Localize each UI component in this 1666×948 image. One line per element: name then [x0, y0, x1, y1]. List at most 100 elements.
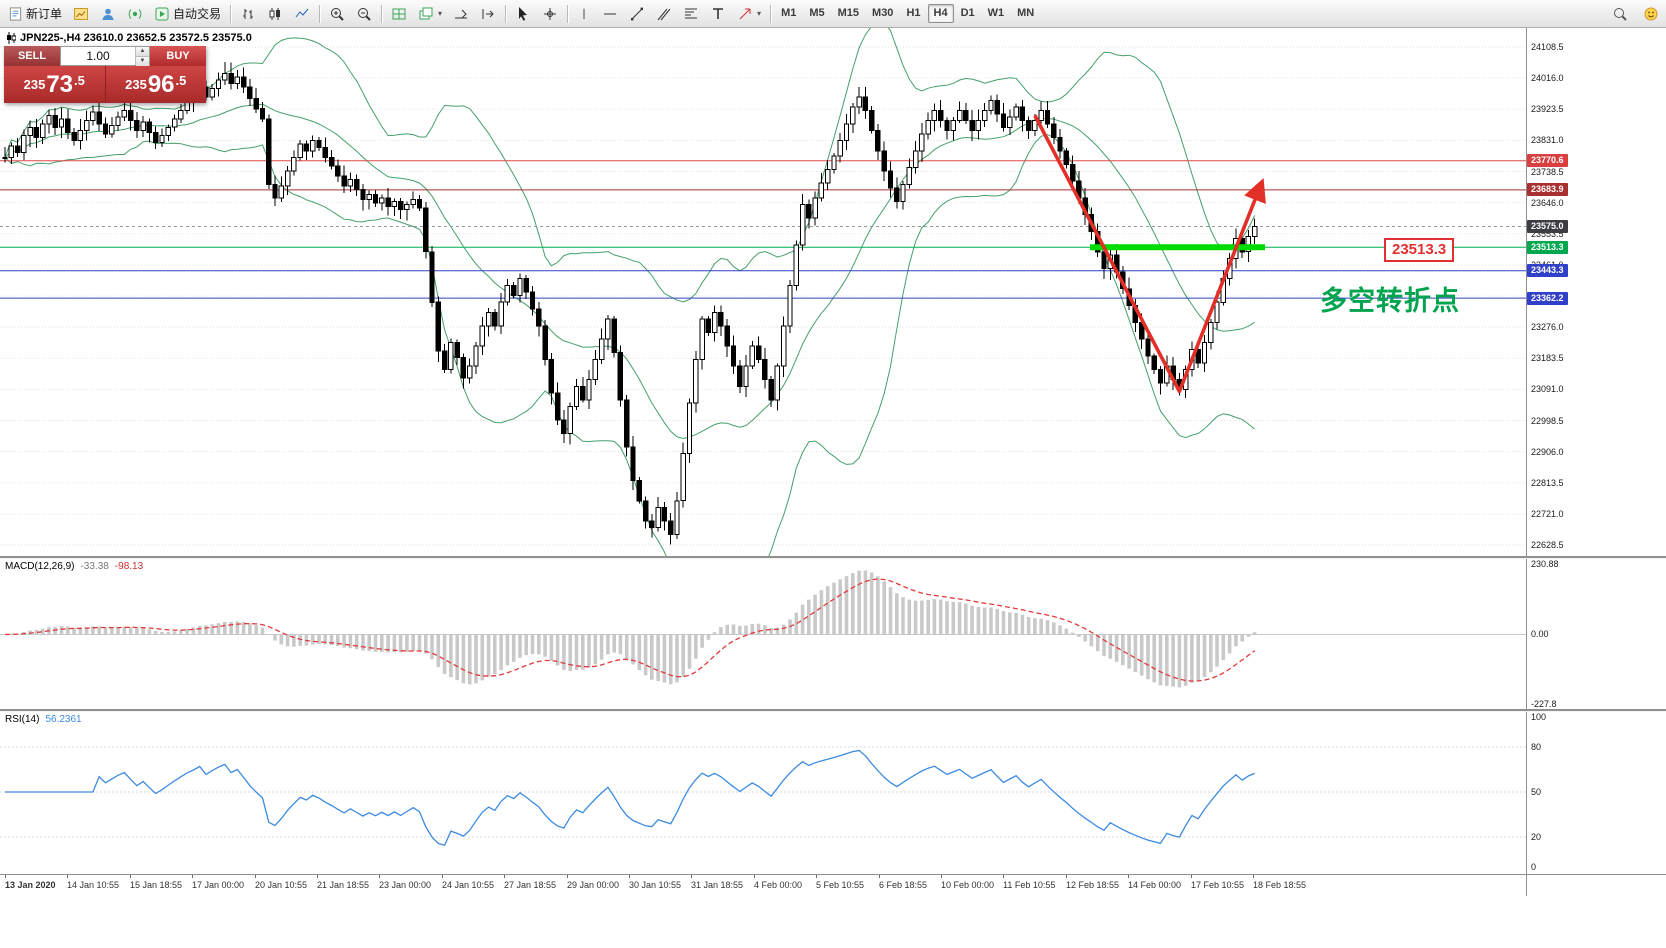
timeframe-button-MN[interactable]: MN	[1017, 7, 1035, 19]
time-tick-label: 10 Feb 00:00	[941, 880, 995, 890]
time-axis-border	[0, 874, 1666, 875]
price-tick: 23831.0	[1531, 135, 1564, 145]
fibonacci-button[interactable]	[678, 2, 704, 26]
cursor-button[interactable]	[510, 2, 536, 26]
rsi-value: 56.2361	[45, 714, 82, 725]
channel-button[interactable]	[651, 2, 677, 26]
crosshair-button[interactable]	[537, 2, 563, 26]
chart-bars-button[interactable]	[235, 2, 261, 26]
rsi-panel-canvas[interactable]	[0, 711, 1526, 874]
new-order-button[interactable]: 新订单	[3, 2, 67, 26]
chart-candles-button[interactable]	[262, 2, 288, 26]
macd-name: MACD(12,26,9)	[5, 561, 75, 572]
broadcast-icon	[128, 8, 142, 19]
timeframe-button-D1[interactable]: D1	[960, 7, 975, 19]
separator	[381, 4, 383, 23]
rsi-tick: 20	[1531, 832, 1542, 842]
annotation-price-box[interactable]: 23513.3	[1384, 238, 1455, 262]
time-tick-mark	[1003, 874, 1004, 878]
lot-size-input[interactable]	[61, 47, 135, 65]
time-tick-mark	[1253, 874, 1254, 878]
timeframe-button-H1[interactable]: H1	[906, 7, 921, 19]
autotrading-button[interactable]: 自动交易	[149, 2, 226, 26]
chart-title: JPN225-,H4 23610.0 23652.5 23572.5 23575…	[20, 32, 252, 44]
macd-tick: 230.88	[1531, 559, 1559, 569]
cascade-windows-button[interactable]: ▾	[413, 2, 447, 26]
auto-scroll-button[interactable]	[448, 2, 474, 26]
time-tick-mark	[941, 874, 942, 878]
trendline-button[interactable]	[624, 2, 650, 26]
panel-splitter[interactable]	[0, 709, 1666, 712]
trendline-icon	[631, 7, 644, 20]
search-button[interactable]	[1607, 2, 1633, 26]
timeframe-button-H4[interactable]: H4	[927, 4, 954, 23]
timeframe-button-W1[interactable]: W1	[987, 7, 1005, 19]
timeframe-button-M30[interactable]: M30	[872, 7, 894, 19]
price-tick: 23276.0	[1531, 322, 1564, 332]
time-tick-mark	[442, 874, 443, 878]
rsi-tick: 80	[1531, 742, 1542, 752]
time-tick-label: 20 Jan 10:55	[255, 880, 308, 890]
time-tick-label: 12 Feb 18:55	[1066, 880, 1120, 890]
bollinger-band	[4, 27, 1256, 303]
horizontal-line-button[interactable]	[597, 2, 623, 26]
rsi-tick: 50	[1531, 787, 1542, 797]
chart-line-button[interactable]	[289, 2, 315, 26]
rsi-name: RSI(14)	[5, 714, 40, 725]
lot-size-field: ▲ ▼	[60, 46, 150, 67]
time-tick-mark	[1191, 874, 1192, 878]
rsi-label: RSI(14) 56.2361	[5, 714, 82, 725]
time-tick-mark	[816, 874, 817, 878]
time-tick-mark	[1066, 874, 1067, 878]
sell-price-prefix: 235	[23, 77, 46, 92]
fibonacci-icon	[685, 8, 698, 18]
zoom-in-icon	[331, 7, 344, 21]
vertical-line-button[interactable]	[572, 2, 596, 26]
zoom-in-button[interactable]	[324, 2, 350, 26]
price-tick: 22628.5	[1531, 540, 1564, 550]
macd-signal-value: -98.13	[114, 561, 144, 572]
text-tool-button[interactable]	[705, 2, 731, 26]
chart-shift-button[interactable]	[475, 2, 501, 26]
buy-price-prefix: 235	[125, 77, 147, 92]
price-tick: 24016.0	[1531, 73, 1564, 83]
arrows-tool-icon	[739, 8, 751, 19]
sell-button[interactable]: SELL	[4, 46, 60, 66]
macd-panel-canvas[interactable]	[0, 558, 1526, 709]
time-tick-label: 17 Feb 10:55	[1191, 880, 1245, 890]
new-chart-button[interactable]	[68, 2, 94, 26]
time-tick-mark	[192, 874, 193, 878]
lot-spinner: ▲ ▼	[135, 47, 149, 67]
time-tick-label: 17 Jan 00:00	[192, 880, 245, 890]
timeframe-button-M1[interactable]: M1	[781, 7, 797, 19]
sell-price[interactable]: 235 73.5	[4, 66, 106, 103]
chart-shift-icon	[482, 8, 494, 19]
channel-icon	[657, 8, 671, 20]
profile-icon	[102, 8, 114, 20]
time-tick-label: 21 Jan 18:55	[317, 880, 370, 890]
panel-splitter[interactable]	[0, 556, 1666, 559]
separator	[770, 4, 772, 23]
timeframe-button-M5[interactable]: M5	[809, 7, 825, 19]
market-button[interactable]	[122, 2, 148, 26]
buy-price[interactable]: 235 96.5	[105, 66, 206, 103]
price-axis-border	[1526, 27, 1527, 896]
time-tick-label: 31 Jan 18:55	[691, 880, 744, 890]
time-tick-mark	[379, 874, 380, 878]
trend-arrow-annotation	[1033, 114, 1266, 394]
main-chart-canvas[interactable]	[0, 27, 1526, 556]
arrows-tool-button[interactable]: ▾	[732, 2, 766, 26]
zoom-out-button[interactable]	[351, 2, 377, 26]
community-button[interactable]	[1638, 2, 1664, 26]
lot-increase-button[interactable]: ▲	[136, 47, 149, 57]
profiles-button[interactable]	[95, 2, 121, 26]
horizontal-line-icon	[604, 13, 617, 14]
timeframe-group: M1 M5 M15 M30 H1 H4 D1 W1 MN	[775, 4, 1040, 23]
time-tick-mark	[504, 874, 505, 878]
time-tick-label: 18 Feb 18:55	[1253, 880, 1307, 890]
buy-button[interactable]: BUY	[150, 46, 206, 66]
tile-windows-button[interactable]	[386, 2, 412, 26]
timeframe-button-M15[interactable]: M15	[837, 7, 860, 19]
time-tick-label: 6 Feb 18:55	[879, 880, 928, 890]
time-tick-label: 5 Feb 10:55	[816, 880, 865, 890]
